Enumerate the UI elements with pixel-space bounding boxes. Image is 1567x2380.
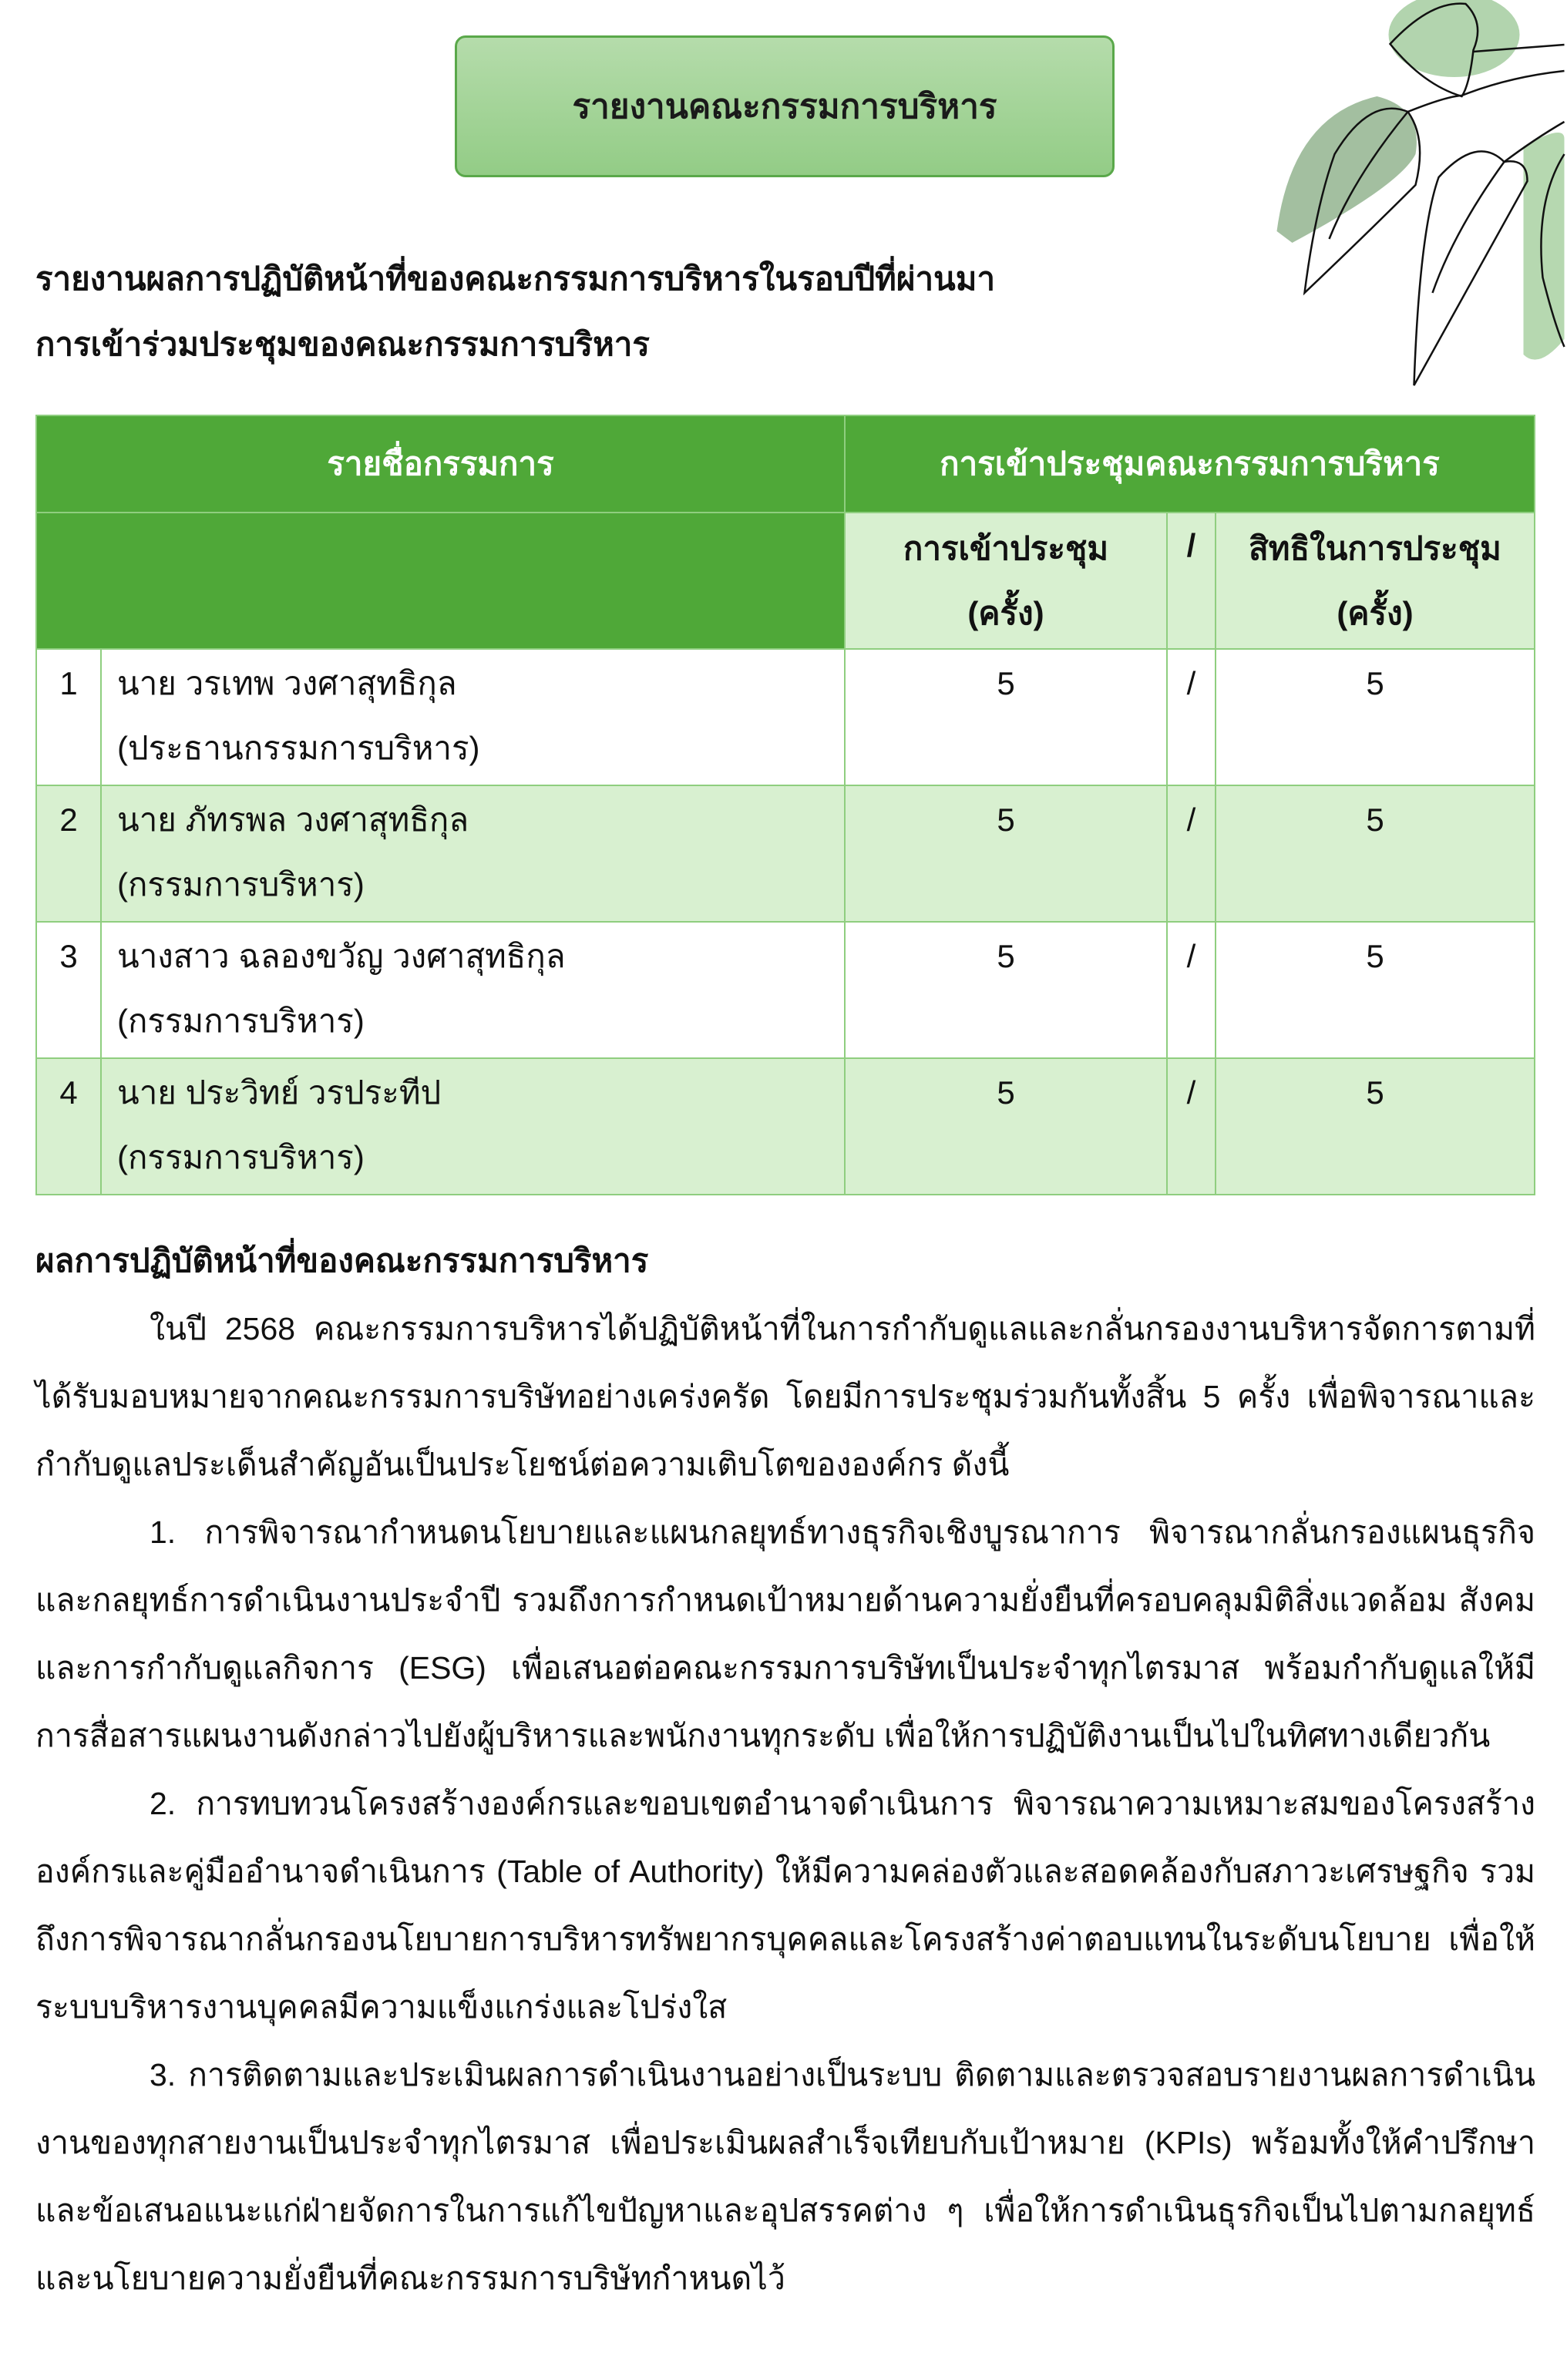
entitled-count: 5	[1215, 1057, 1535, 1195]
attendance-table: รายชื่อกรรมการ การเข้าประชุมคณะกรรมการบร…	[35, 415, 1535, 1195]
paragraph-item-1: 1. การพิจารณากำหนดนโยบายและแผนกลยุทธ์ทาง…	[35, 1514, 1535, 1753]
attended-count: 5	[844, 1057, 1168, 1195]
entitled-count: 5	[1215, 785, 1535, 923]
attended-count: 5	[844, 648, 1168, 786]
table-row: 2 นาย ภัทรพล วงศาสุทธิกุล (กรรมการบริหาร)…	[35, 785, 1535, 923]
header-entitled: สิทธิในการประชุม (ครั้ง)	[1215, 512, 1535, 650]
paragraph-item-3: 3. การติดตามและประเมินผลการดำเนินงานอย่า…	[35, 2057, 1535, 2296]
director-name: นาย ภัทรพล วงศาสุทธิกุล (กรรมการบริหาร)	[100, 785, 846, 923]
header-attended: การเข้าประชุม (ครั้ง)	[844, 512, 1168, 650]
header-meeting-attendance: การเข้าประชุมคณะกรรมการบริหาร	[844, 415, 1535, 513]
director-name: นางสาว ฉลองขวัญ วงศาสุทธิกุล (กรรมการบริห…	[100, 921, 846, 1059]
director-name: นาย วรเทพ วงศาสุทธิกุล (ประธานกรรมการบริห…	[100, 648, 846, 786]
slash: /	[1166, 1057, 1216, 1195]
slash: /	[1166, 921, 1216, 1059]
table-row: 4 นาย ประวิทย์ วรประทีป (กรรมการบริหาร) 5…	[35, 1057, 1535, 1195]
paragraph-item-2: 2. การทบทวนโครงสร้างองค์กรและขอบเขตอำนาจ…	[35, 1786, 1535, 2025]
table-row: 1 นาย วรเทพ วงศาสุทธิกุล (ประธานกรรมการบร…	[35, 648, 1535, 786]
header-slash: /	[1166, 512, 1216, 650]
section-heading: ผลการปฏิบัติหน้าที่ของคณะกรรมการบริหาร	[35, 1242, 649, 1279]
attendance-heading: การเข้าร่วมประชุมของคณะกรรมการบริหาร	[35, 326, 650, 362]
slash: /	[1166, 648, 1216, 786]
attended-count: 5	[844, 921, 1168, 1059]
table-row: 3 นางสาว ฉลองขวัญ วงศาสุทธิกุล (กรรมการบร…	[35, 921, 1535, 1059]
report-heading: รายงานผลการปฏิบัติหน้าที่ของคณะกรรมการบร…	[35, 261, 996, 297]
row-number: 4	[35, 1057, 102, 1195]
attended-count: 5	[844, 785, 1168, 923]
row-number: 2	[35, 785, 102, 923]
header-director-names: รายชื่อกรรมการ	[35, 415, 846, 513]
entitled-count: 5	[1215, 648, 1535, 786]
paragraph-intro: ในปี 2568 คณะกรรมการบริหารได้ปฏิบัติหน้า…	[35, 1311, 1535, 1482]
page-title-banner: รายงานคณะกรรมการบริหาร	[455, 35, 1115, 177]
row-number: 3	[35, 921, 102, 1059]
slash: /	[1166, 785, 1216, 923]
director-name: นาย ประวิทย์ วรประทีป (กรรมการบริหาร)	[100, 1057, 846, 1195]
body-text: ในปี 2568 คณะกรรมการบริหารได้ปฏิบัติหน้า…	[35, 1295, 1535, 2312]
header-blank	[35, 512, 846, 650]
entitled-count: 5	[1215, 921, 1535, 1059]
leaf-decoration-illustration	[1276, 0, 1565, 386]
row-number: 1	[35, 648, 102, 786]
